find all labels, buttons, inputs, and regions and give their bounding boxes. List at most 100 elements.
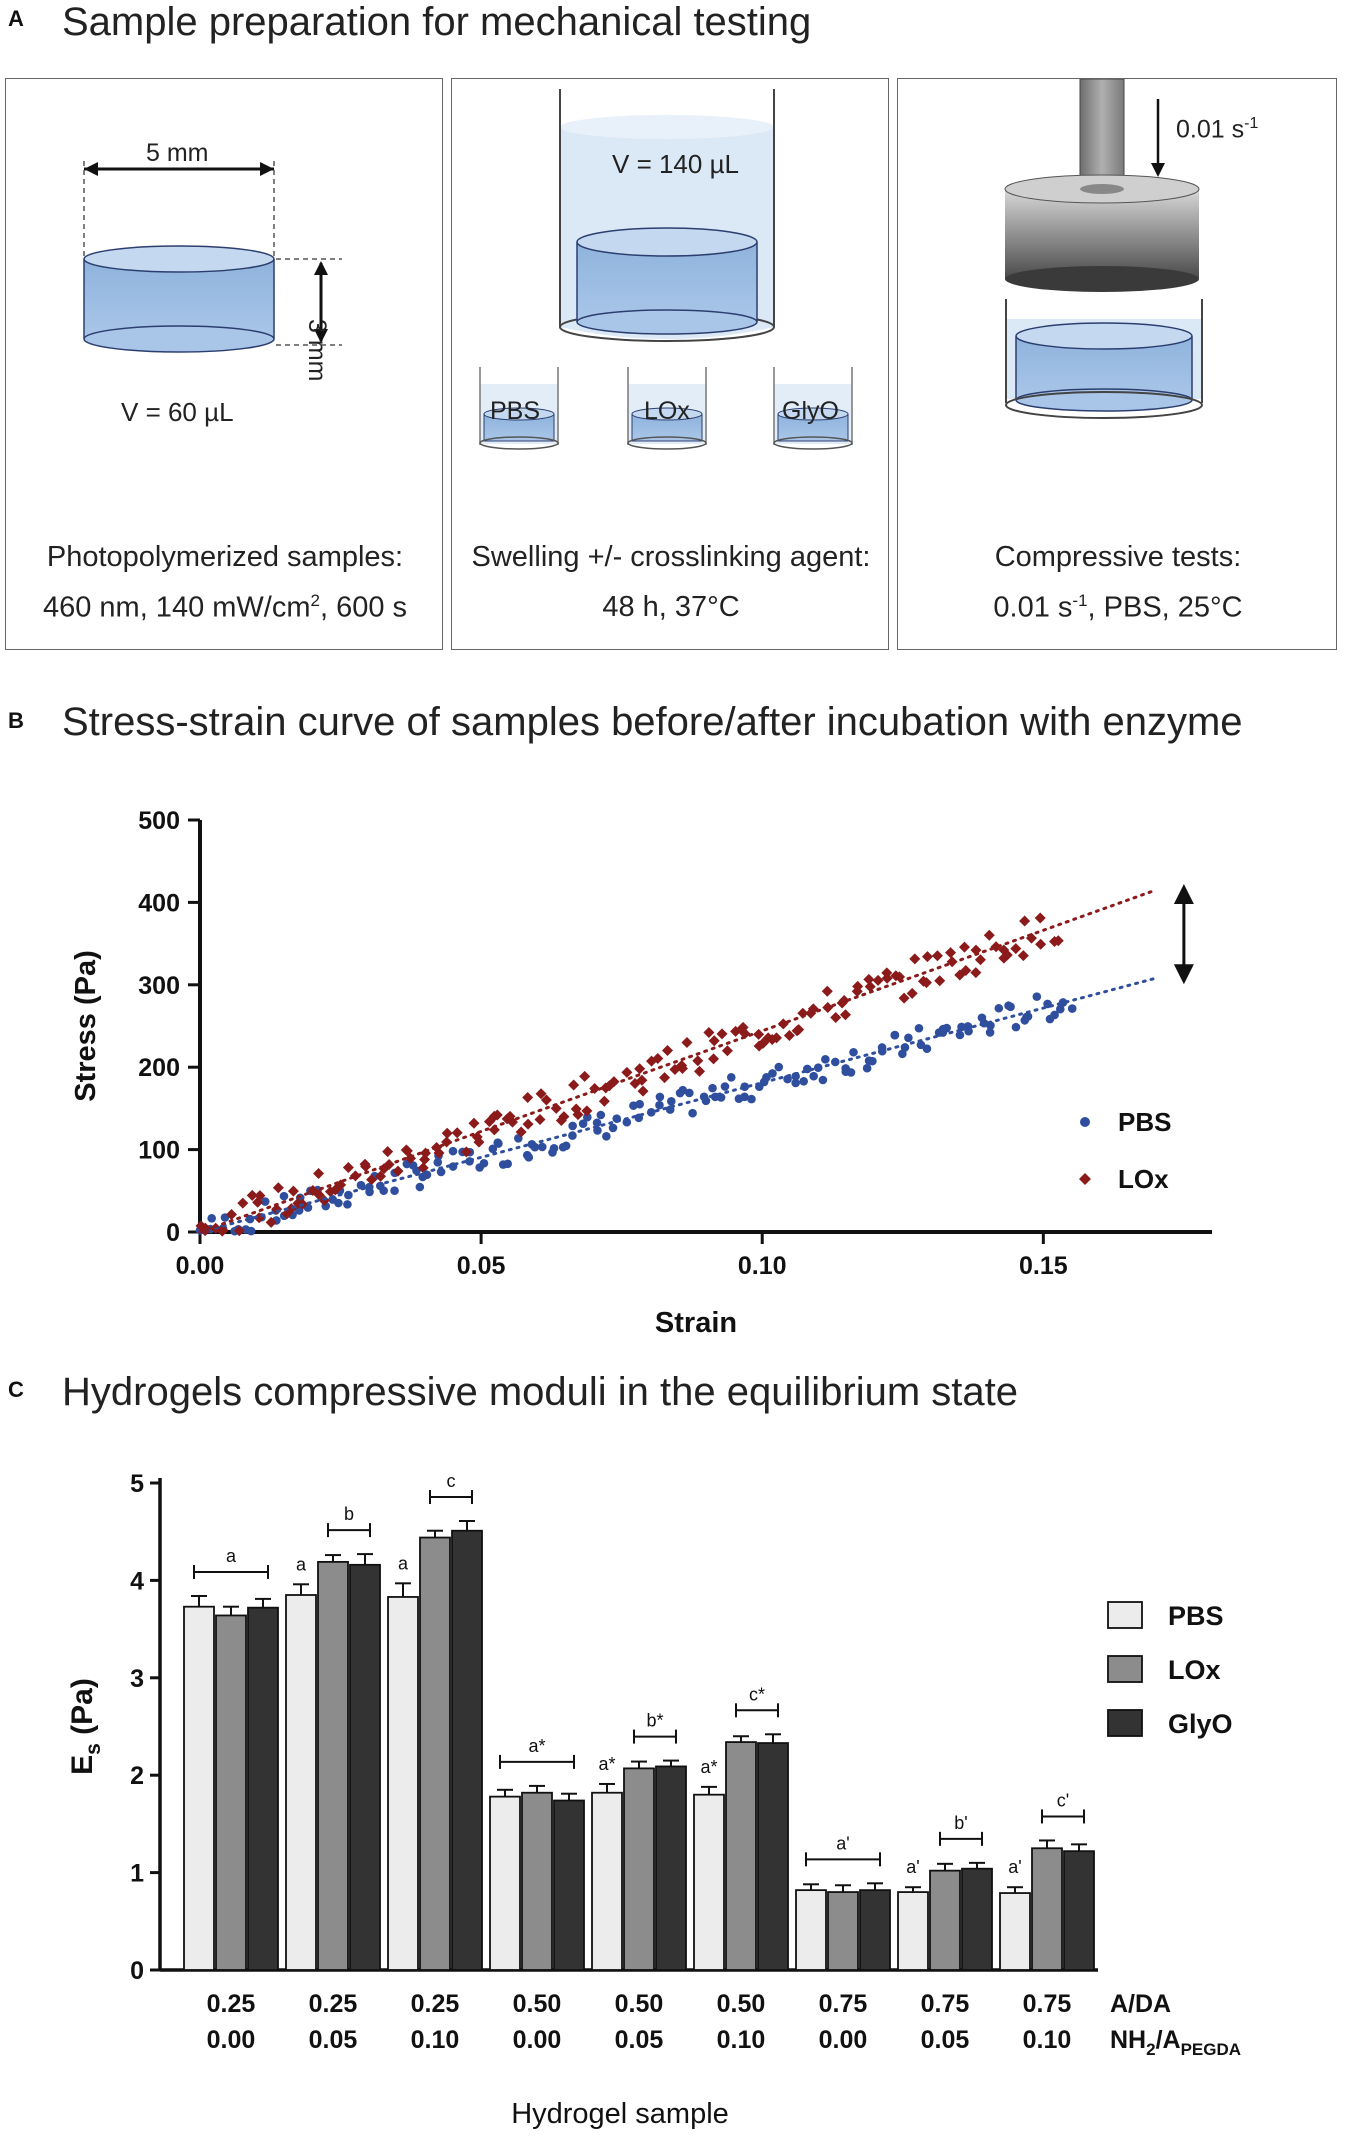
significance-label: a xyxy=(226,1546,237,1566)
compressive-moduli-chart: 0 1 2 3 4 5 Es (Pa) 0.25 0.00 0.25 0.05 0.25 0.10 0.5… xyxy=(66,1470,1241,2130)
scatter-point-pbs xyxy=(849,1047,858,1057)
significance-label: b xyxy=(344,1504,354,1524)
panel-b-letter: B xyxy=(8,708,24,733)
scatter-point-pbs xyxy=(548,1148,557,1157)
bar-glyo xyxy=(349,1563,381,1971)
stress-strain-chart: 0 100 200 300 400 500 0.00 0.05 0.10 0.15 Strain St… xyxy=(70,807,1212,1339)
legend-swatch-pbs xyxy=(1107,1601,1143,1629)
scatter-point-pbs xyxy=(436,1167,446,1177)
scatter-point-lox xyxy=(730,1025,742,1037)
scatter-point-lox xyxy=(721,1045,733,1057)
bar-lox xyxy=(1031,1847,1063,1971)
bar-y-tick-label: 1 xyxy=(130,1860,144,1888)
scatter-point-lox xyxy=(998,944,1010,956)
scatter-point-lox xyxy=(906,987,918,999)
scatter-point-lox xyxy=(281,1208,293,1220)
scatter-point-lox xyxy=(419,1147,431,1159)
scatter-point-pbs xyxy=(740,1092,749,1102)
category-label-row2: 0.00 xyxy=(819,2026,868,2054)
scatter-point-lox xyxy=(864,981,876,993)
compression-diagram xyxy=(1004,79,1203,419)
legend-label-glyo: GlyO xyxy=(1168,1709,1233,1739)
bar-lox xyxy=(215,1614,247,1971)
panel-a-letter: A xyxy=(8,6,24,31)
scatter-point-pbs xyxy=(379,1186,388,1195)
scatter-point-lox xyxy=(522,1118,534,1130)
scatter-point-lox xyxy=(771,1032,783,1044)
bar-glyo xyxy=(247,1606,279,1971)
rate-label: 0.01 s-1 xyxy=(1176,115,1259,144)
scatter-point-lox xyxy=(958,941,970,953)
scatter-point-pbs xyxy=(561,1141,571,1151)
bar-lox xyxy=(929,1869,961,1971)
scatter-point-pbs xyxy=(914,1023,924,1033)
scatter-point-lox xyxy=(797,1007,809,1019)
bar-lox xyxy=(419,1536,451,1971)
scatter-point-pbs xyxy=(1006,1002,1015,1012)
compression-rod xyxy=(1079,79,1125,190)
scatter-point-lox xyxy=(265,1216,277,1228)
vial-label-pbs: PBS xyxy=(490,397,541,425)
pbs-significance-label: a' xyxy=(1008,1857,1021,1877)
bar-y-tick-label: 2 xyxy=(130,1762,144,1790)
scatter-point-lox xyxy=(581,1105,593,1117)
scatter-point-lox xyxy=(681,1037,693,1049)
scatter-point-pbs xyxy=(768,1069,777,1078)
scatter-point-lox xyxy=(692,1055,704,1067)
legend-label-pbs: PBS xyxy=(1118,1107,1171,1137)
scatter-point-pbs xyxy=(655,1100,664,1110)
box2-caption-line1: Swelling +/- crosslinking agent: xyxy=(471,541,871,573)
scatter-point-pbs xyxy=(592,1118,602,1128)
scatter-point-pbs xyxy=(688,1108,697,1118)
legend-swatch-lox xyxy=(1107,1655,1143,1683)
legend-marker-pbs xyxy=(1080,1117,1090,1127)
scatter-point-pbs xyxy=(524,1153,534,1162)
bar-glyo xyxy=(1063,1850,1095,1971)
panel-a-box-compression: 0.01 s-1 Compressive tests: 0.01 s-1, PB… xyxy=(897,78,1337,650)
scatter-point-lox xyxy=(522,1091,534,1103)
scatter-point-lox xyxy=(515,1126,527,1138)
scatter-point-lox xyxy=(540,1094,552,1106)
scatter-point-pbs xyxy=(260,1197,270,1206)
scatter-point-lox xyxy=(791,1025,803,1037)
y-tick-label: 0 xyxy=(166,1219,180,1247)
scatter-point-pbs xyxy=(583,1112,592,1122)
pbs-significance-label: a xyxy=(398,1553,409,1573)
scatter-point-lox xyxy=(960,964,972,976)
category-label-row1: 0.25 xyxy=(207,1990,256,2018)
scatter-point-lox xyxy=(417,1162,429,1174)
pbs-significance-label: a xyxy=(296,1554,307,1574)
scatter-point-lox xyxy=(233,1225,245,1237)
scatter-point-lox xyxy=(694,1065,706,1077)
scatter-point-lox xyxy=(1019,915,1031,927)
category-label-row2: 0.05 xyxy=(309,2026,358,2054)
scatter-point-pbs xyxy=(862,1063,872,1073)
box2-caption-line2: 48 h, 37°C xyxy=(602,591,740,623)
scatter-point-lox xyxy=(839,1009,851,1021)
bar-y-tick-label: 0 xyxy=(130,1957,144,1985)
width-label: 5 mm xyxy=(146,139,209,167)
scatter-point-lox xyxy=(441,1127,453,1139)
scatter-point-lox xyxy=(375,1170,387,1182)
difference-arrow-head-top xyxy=(1173,884,1194,905)
scatter-point-pbs xyxy=(955,1030,965,1040)
vial-pbs xyxy=(479,367,559,450)
scatter-point-lox xyxy=(572,1109,584,1121)
scatter-point-lox xyxy=(753,1040,765,1052)
row2-axis-label: NH2/APEGDA xyxy=(1110,2026,1241,2059)
scatter-point-lox xyxy=(378,1163,390,1175)
scatter-point-pbs xyxy=(433,1157,443,1167)
category-label-row2: 0.05 xyxy=(615,2026,664,2054)
box1-caption-line1: Photopolymerized samples: xyxy=(46,541,404,573)
scatter-point-pbs xyxy=(1032,992,1042,1001)
difference-arrow-head-bottom xyxy=(1173,964,1194,985)
scatter-point-pbs xyxy=(1011,1022,1021,1032)
category-label-row1: 0.25 xyxy=(309,1990,358,2018)
category-label-row1: 0.50 xyxy=(717,1990,766,2018)
scatter-point-lox xyxy=(703,1026,715,1038)
scatter-point-pbs xyxy=(726,1073,736,1082)
scatter-point-pbs xyxy=(1067,1004,1077,1013)
scatter-point-lox xyxy=(821,985,833,997)
scatter-point-pbs xyxy=(568,1121,577,1131)
scatter-point-pbs xyxy=(475,1163,484,1172)
